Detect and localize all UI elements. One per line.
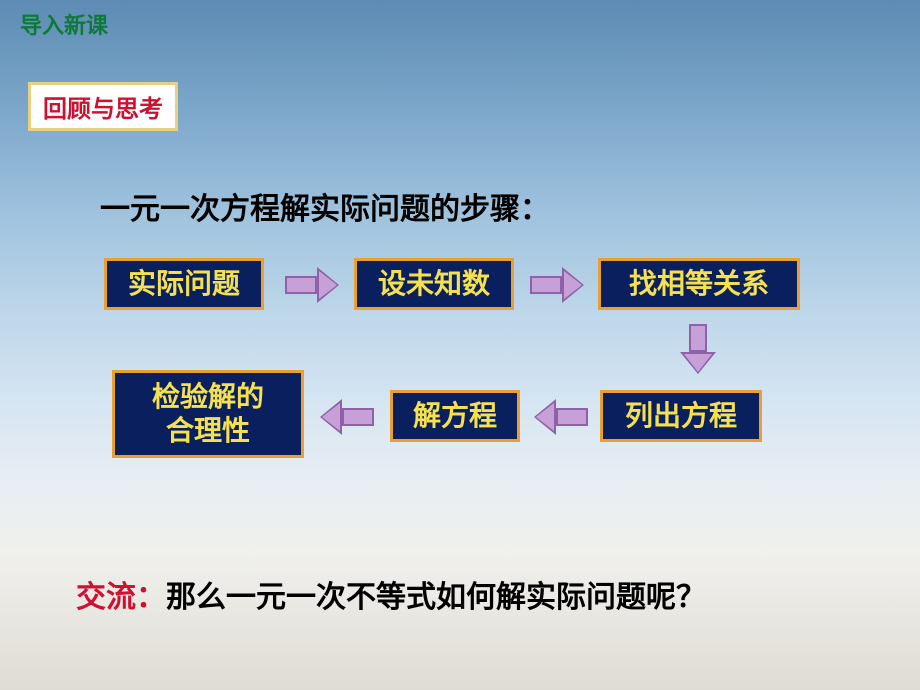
flow-node-2: 设未知数 [354,258,514,310]
header-title: 导入新课 [20,8,108,40]
footer-text: 交流：那么一元一次不等式如何解实际问题呢？ [76,572,706,616]
flow-node-4: 列出方程 [600,390,762,442]
arrow-1 [285,267,339,303]
main-title: 一元一次方程解实际问题的步骤： [100,184,550,228]
arrow-3 [680,324,716,374]
footer-label: 交流： [76,581,166,614]
flow-node-1: 实际问题 [104,258,264,310]
flow-node-5: 解方程 [390,390,520,442]
flow-node-3: 找相等关系 [598,258,800,310]
arrow-5 [320,399,374,435]
arrow-4 [534,399,588,435]
arrow-2 [530,267,584,303]
review-box: 回顾与思考 [28,82,178,131]
flow-node-6: 检验解的合理性 [112,370,304,458]
footer-content: 那么一元一次不等式如何解实际问题呢？ [166,581,706,614]
flow-node-6-line1: 检验解的合理性 [152,380,264,447]
